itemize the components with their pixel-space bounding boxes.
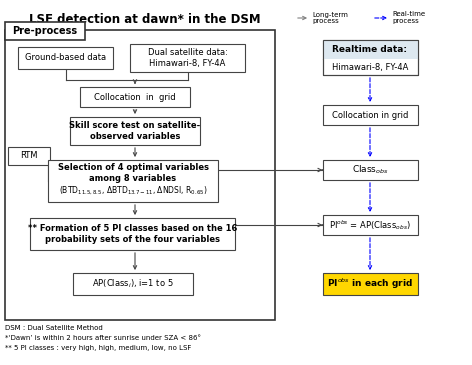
Bar xyxy=(70,117,200,145)
Text: Selection of 4 optimal variables
among 8 variables: Selection of 4 optimal variables among 8… xyxy=(58,163,209,183)
Bar xyxy=(48,160,218,202)
Text: *‘Dawn’ is within 2 hours after sunrise under SZA < 86°: *‘Dawn’ is within 2 hours after sunrise … xyxy=(5,335,201,341)
Bar xyxy=(322,40,418,75)
Text: PI$^{obs}$ = AP(Class$_{obs}$): PI$^{obs}$ = AP(Class$_{obs}$) xyxy=(329,218,411,232)
Text: Class$_{obs}$: Class$_{obs}$ xyxy=(352,164,388,176)
Bar xyxy=(30,218,235,250)
Bar xyxy=(322,215,418,235)
Text: Skill score test on satellite-
observed variables: Skill score test on satellite- observed … xyxy=(69,121,201,141)
Bar xyxy=(73,273,193,295)
Bar xyxy=(8,147,50,165)
Bar xyxy=(322,273,418,295)
Text: AP(Class$_i$), i=1 to 5: AP(Class$_i$), i=1 to 5 xyxy=(92,278,174,290)
Text: Collocation  in  grid: Collocation in grid xyxy=(94,92,176,101)
Bar xyxy=(5,22,85,40)
Text: RTM: RTM xyxy=(20,151,38,161)
Bar xyxy=(322,40,418,59)
Text: ** 5 PI classes : very high, high, medium, low, no LSF: ** 5 PI classes : very high, high, mediu… xyxy=(5,345,191,351)
Bar xyxy=(322,105,418,125)
Bar xyxy=(5,30,275,320)
Text: ** Formation of 5 PI classes based on the 16
probability sets of the four variab: ** Formation of 5 PI classes based on th… xyxy=(28,224,237,244)
Text: DSM : Dual Satellite Method: DSM : Dual Satellite Method xyxy=(5,325,103,331)
Text: Collocation in grid: Collocation in grid xyxy=(332,111,408,119)
Text: Ground-based data: Ground-based data xyxy=(25,54,106,62)
Text: (BTD$_{11.5,8.5}$, $\Delta$BTD$_{13.7-11}$, $\Delta$NDSI, R$_{0.65}$): (BTD$_{11.5,8.5}$, $\Delta$BTD$_{13.7-11… xyxy=(59,185,207,197)
Bar xyxy=(18,47,113,69)
Text: Realtime data:: Realtime data: xyxy=(332,45,407,54)
Text: PI$^{obs}$ in each grid: PI$^{obs}$ in each grid xyxy=(327,277,413,291)
Text: Himawari-8, FY-4A: Himawari-8, FY-4A xyxy=(332,63,408,72)
Text: LSF detection at dawn* in the DSM: LSF detection at dawn* in the DSM xyxy=(29,13,261,26)
Bar xyxy=(322,160,418,180)
Bar xyxy=(80,87,190,107)
Bar xyxy=(130,44,245,72)
Text: Real-time
process: Real-time process xyxy=(392,12,425,24)
Bar xyxy=(322,40,418,75)
Text: Long-term
process: Long-term process xyxy=(312,12,348,24)
Text: Dual satellite data:
Himawari-8, FY-4A: Dual satellite data: Himawari-8, FY-4A xyxy=(148,48,228,68)
Text: Pre-process: Pre-process xyxy=(12,26,77,36)
